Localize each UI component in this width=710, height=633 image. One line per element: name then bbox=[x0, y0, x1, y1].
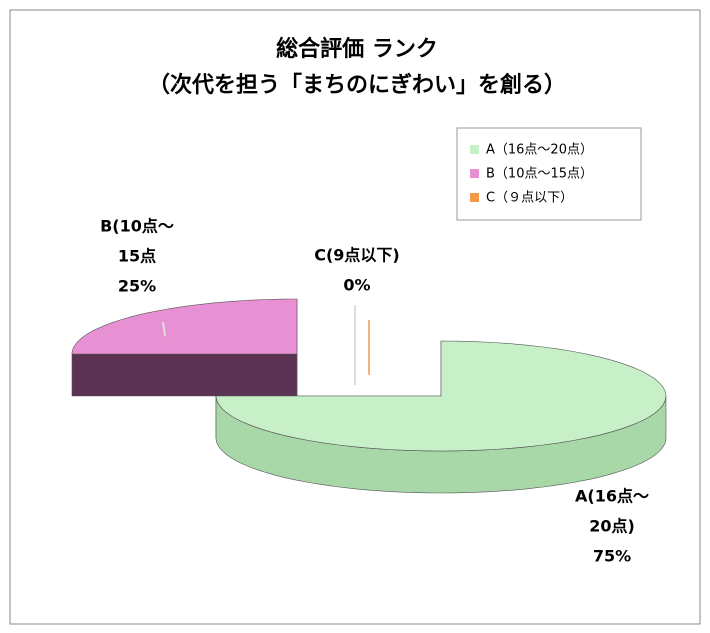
slice-radial-side bbox=[71, 353, 298, 397]
data-label: 20点) bbox=[589, 517, 635, 536]
data-label-value: 0% bbox=[343, 276, 370, 295]
leader-line bbox=[162, 321, 166, 337]
data-label-value: 75% bbox=[593, 547, 631, 566]
slice bbox=[71, 298, 298, 355]
data-label: A(16点～ bbox=[575, 487, 649, 506]
slice bbox=[215, 340, 667, 452]
legend-box bbox=[456, 127, 642, 221]
data-label: 15点 bbox=[118, 247, 156, 266]
data-label: B(10点～ bbox=[100, 217, 174, 236]
data-label: C(9点以下) bbox=[314, 246, 400, 265]
data-label-value: 25% bbox=[118, 277, 156, 296]
legend-swatch bbox=[470, 145, 479, 154]
legend-swatch bbox=[470, 169, 479, 178]
legend-label: A（16点～20点） bbox=[486, 143, 593, 158]
chart-subtitle: （次代を担う「まちのにぎわい」を創る） bbox=[148, 72, 566, 98]
legend-swatch bbox=[470, 193, 479, 202]
legend-label: B（10点～15点） bbox=[486, 167, 593, 182]
legend-label: C（９点以下） bbox=[486, 191, 573, 206]
chart-title: 総合評価 ランク bbox=[276, 36, 438, 62]
